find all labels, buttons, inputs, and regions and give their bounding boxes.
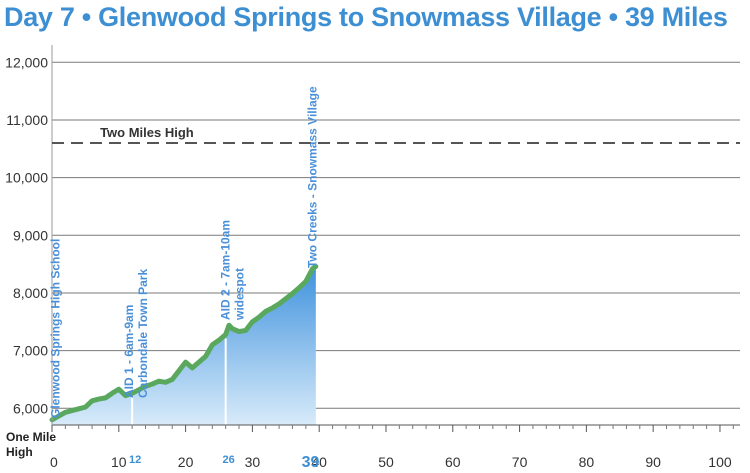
labels: Two Miles High 12 26 39 Glenwood Springs Hig… [48,86,740,471]
y-tick-label: 10,000 [5,170,48,186]
y-tick-label: 11,000 [6,112,48,128]
x-tick-label: 30 [245,454,261,470]
annotation-label: Carbondale Town Park [136,269,150,398]
x-tick-label: 20 [178,454,194,470]
reference-line-label: Two Miles High [100,125,194,140]
y-tick-label: 8,000 [13,285,48,301]
distance-marker-label: 26 [223,454,235,466]
baseline-label: One Mile [6,430,56,444]
annotation-label: AID 1 - 6am-9am [122,305,136,398]
axes: 6,000 7,000 8,000 9,000 10,000 11,000 12,000 0 1… [5,45,740,470]
grid [52,61,740,409]
y-tick-label: 9,000 [13,227,48,243]
distance-marker-label: 12 [129,454,141,466]
x-tick-label: 90 [645,454,661,470]
elevation-line [49,263,319,423]
annotation-label: widespot [233,268,247,321]
annotation-label: Glenwood Springs High School [48,239,62,418]
annotation-label: AID 2 - 7am-10am [219,220,233,320]
x-tick-label: 60 [445,454,461,470]
y-tick-label: 7,000 [13,343,48,359]
x-tick-label: 50 [378,454,394,470]
x-tick-label: 10 [111,454,127,470]
x-tick-label: 100 [708,454,732,470]
x-tick-label: 40 [311,454,327,470]
baseline-label: High [6,445,33,459]
elevation-area [52,266,316,425]
chart-title: Day 7 • Glenwood Springs to Snowmass Vil… [4,2,728,32]
y-tick-label: 12,000 [5,54,48,70]
x-tick-label: 0 [50,454,58,470]
plot-area [49,263,319,425]
distance-marker-label: 39 [302,454,320,471]
x-tick-label: 70 [512,454,528,470]
annotation-label: Two Creeks - Snowmass Village [306,86,320,268]
x-tick-label: 80 [579,454,595,470]
y-tick-label: 6,000 [13,400,48,416]
